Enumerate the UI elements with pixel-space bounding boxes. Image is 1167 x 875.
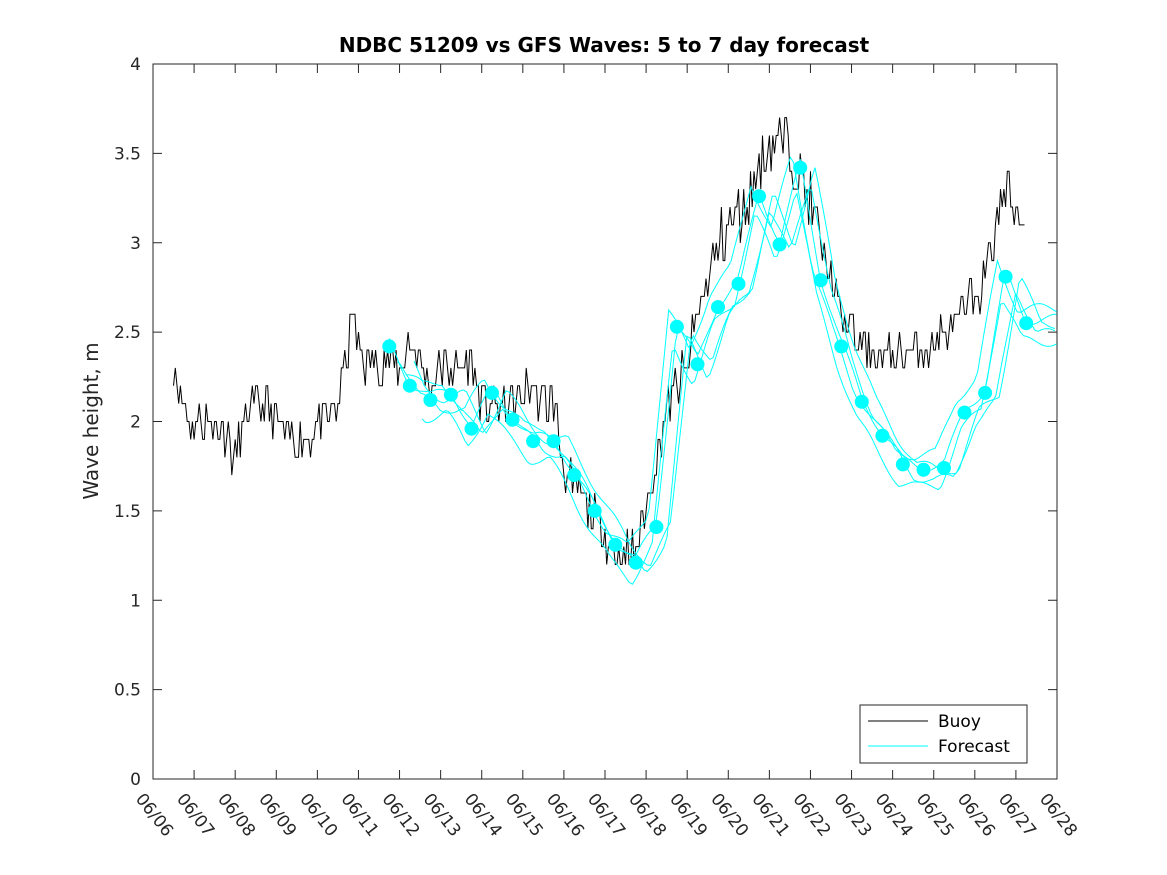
- forecast-point: [485, 385, 499, 400]
- forecast-point: [957, 405, 972, 420]
- forecast-point: [834, 339, 849, 354]
- forecast-point: [669, 319, 684, 334]
- forecast-point: [916, 462, 931, 477]
- forecast-point: [854, 394, 869, 409]
- y-tick-label: 3.5: [114, 144, 141, 164]
- forecast-point: [1019, 316, 1034, 331]
- forecast-point: [628, 555, 643, 570]
- forecast-point: [526, 434, 541, 449]
- forecast-point: [978, 385, 993, 400]
- forecast-point: [813, 273, 828, 288]
- y-tick-label: 4: [130, 55, 141, 75]
- y-axis-label: Wave height, m: [79, 342, 103, 499]
- forecast-point: [567, 468, 582, 483]
- forecast-point: [443, 387, 458, 402]
- forecast-point: [711, 300, 725, 315]
- forecast-point: [690, 357, 705, 372]
- forecast-point: [895, 457, 910, 472]
- forecast-point: [505, 412, 520, 427]
- forecast-point: [772, 237, 787, 252]
- legend-box: [859, 704, 1028, 764]
- y-tick-label: 2: [130, 413, 141, 433]
- forecast-point: [587, 503, 602, 518]
- forecast-point: [937, 461, 951, 475]
- forecast-point: [875, 428, 890, 443]
- legend-forecast-label: Forecast: [938, 737, 1010, 757]
- forecast-point: [402, 378, 417, 393]
- y-tick-label: 0.5: [114, 681, 141, 701]
- chart-title: NDBC 51209 vs GFS Waves: 5 to 7 day fore…: [339, 33, 870, 57]
- forecast-point: [546, 434, 561, 449]
- y-tick-label: 1: [130, 591, 141, 611]
- legend: Buoy Forecast: [859, 704, 1028, 764]
- forecast-point: [731, 276, 746, 291]
- forecast-point: [752, 189, 767, 204]
- forecast-run-line: [405, 156, 1057, 543]
- legend-buoy-label: Buoy: [938, 712, 981, 732]
- forecast-point: [423, 393, 438, 407]
- forecast-point: [464, 421, 479, 436]
- y-tick-label: 1.5: [114, 502, 141, 522]
- forecast-point: [793, 160, 808, 175]
- y-tick-label: 2.5: [114, 323, 141, 343]
- y-tick-label: 0: [130, 770, 141, 790]
- forecast-point: [998, 269, 1013, 284]
- forecast-point: [649, 520, 664, 534]
- y-tick-label: 3: [130, 234, 141, 254]
- forecast-point: [382, 339, 397, 354]
- forecast-point: [608, 537, 623, 552]
